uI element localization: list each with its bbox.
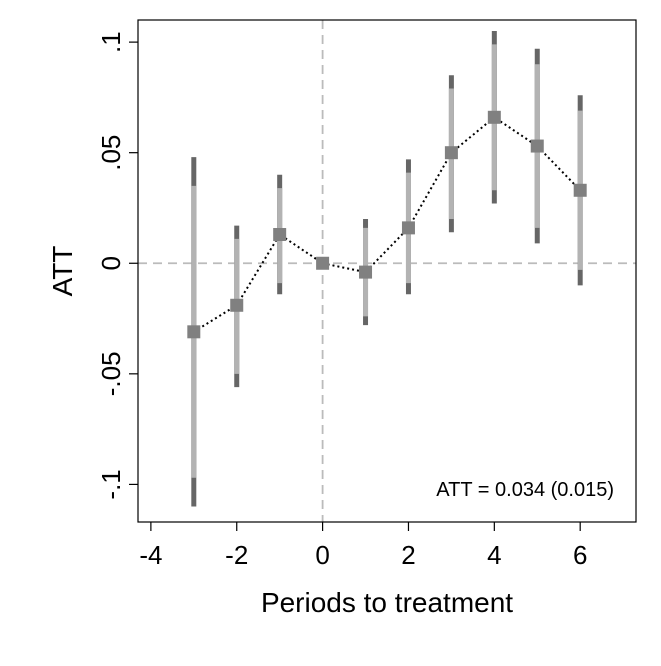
point-marker: [444, 146, 458, 160]
point-marker: [530, 139, 544, 153]
point-marker: [316, 256, 330, 270]
point-marker: [487, 110, 501, 124]
point-marker: [401, 221, 415, 235]
y-tick-label: .1: [96, 31, 126, 53]
x-tick-label: 2: [401, 540, 415, 570]
y-tick-label: -.1: [96, 469, 126, 499]
plot-frame: [137, 19, 637, 523]
connector-layer: [193, 116, 581, 333]
y-tick-label: .05: [96, 135, 126, 171]
x-tick-label: 4: [487, 540, 501, 570]
point-marker: [187, 325, 201, 339]
x-tick-label: 6: [573, 540, 587, 570]
point-marker: [230, 298, 244, 312]
point-marker: [359, 265, 373, 279]
x-tick-label: -2: [225, 540, 248, 570]
point-marker: [273, 228, 287, 242]
confidence-intervals: [191, 31, 583, 507]
att-annotation: ATT = 0.034 (0.015): [436, 479, 614, 501]
x-axis: -4 -2 0 2 4 6: [139, 522, 587, 570]
x-axis-title: Periods to treatment: [261, 587, 513, 618]
point-marker: [573, 183, 587, 197]
point-markers: [187, 110, 587, 339]
y-axis-title: ATT: [47, 246, 78, 297]
reference-lines: [138, 20, 636, 522]
x-tick-label: 0: [315, 540, 329, 570]
x-tick-label: -4: [139, 540, 162, 570]
y-axis: -.1 -.05 0 .05 .1: [96, 31, 138, 500]
y-tick-label: 0: [96, 256, 126, 270]
point-connector-line: [193, 116, 581, 333]
y-tick-label: -.05: [96, 351, 126, 396]
